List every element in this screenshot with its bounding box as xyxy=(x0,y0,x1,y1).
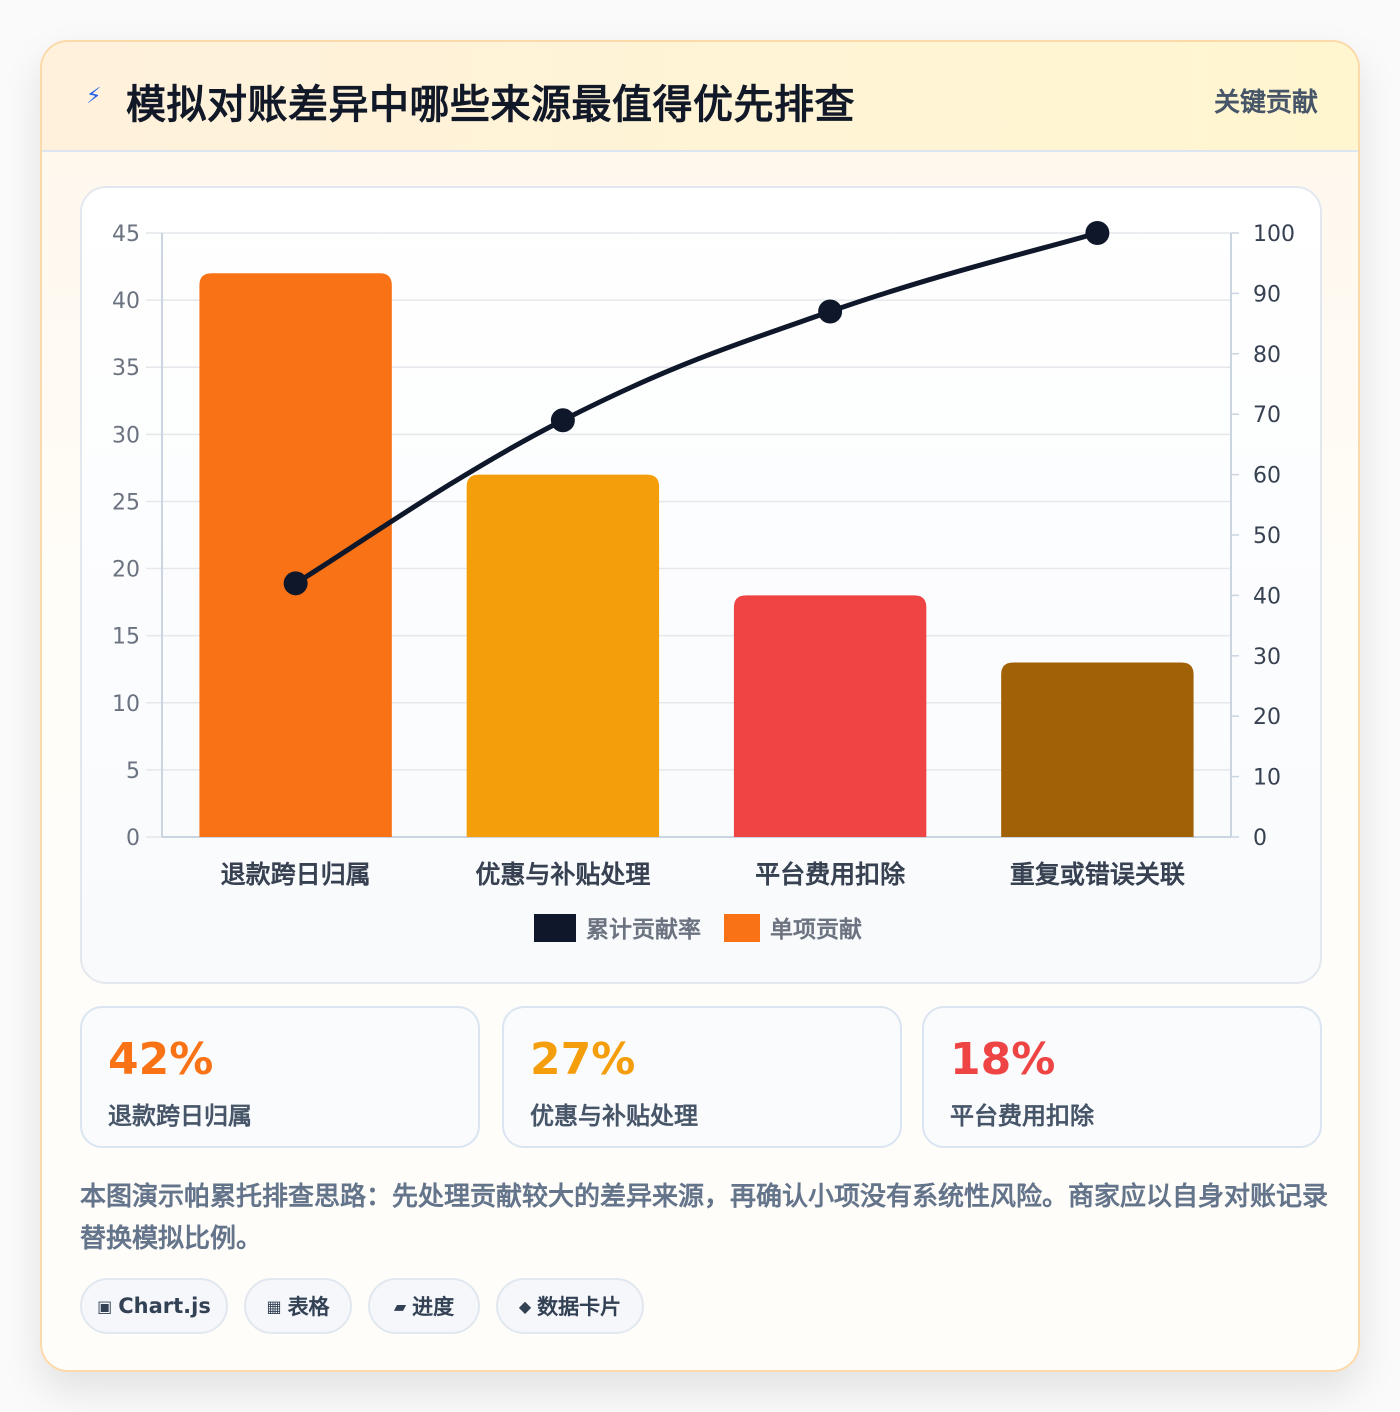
bar-1 xyxy=(199,273,392,837)
stat-card-discount: 27% 优惠与补贴处理 xyxy=(502,1006,902,1148)
left-tick-label: 0 xyxy=(126,826,140,851)
left-tick-label: 35 xyxy=(112,356,140,381)
table-icon: ▦ xyxy=(266,1296,282,1316)
key-contribution-badge: 关键贡献 xyxy=(1213,88,1318,118)
x-tick-label: 优惠与补贴处理 xyxy=(475,860,650,889)
left-tick-label: 15 xyxy=(112,625,140,650)
cumulative-point-4 xyxy=(1085,221,1110,245)
right-tick-label: 70 xyxy=(1253,403,1281,428)
stat-label: 退款跨日归属 xyxy=(108,1102,252,1130)
left-tick-label: 10 xyxy=(112,692,140,717)
left-tick-label: 30 xyxy=(112,423,140,448)
stat-value: 18% xyxy=(950,1034,1056,1085)
right-tick-label: 50 xyxy=(1253,524,1281,549)
chart-note: 本图演示帕累托排查思路：先处理贡献较大的差异来源，再确认小项没有系统性风险。商家… xyxy=(80,1182,1329,1254)
legend-label-2: 单项贡献 xyxy=(770,917,862,943)
chip-label: 进度 xyxy=(412,1295,455,1319)
x-tick-label: 重复或错误关联 xyxy=(1010,860,1185,889)
bar-4 xyxy=(1001,662,1194,837)
bar-2 xyxy=(466,474,660,837)
left-tick-label: 20 xyxy=(112,558,140,583)
left-tick-label: 40 xyxy=(112,289,140,314)
legend-label-1: 累计贡献率 xyxy=(586,916,701,943)
bar-3 xyxy=(733,595,927,837)
stat-value: 27% xyxy=(530,1034,636,1085)
page-title: 模拟对账差异中哪些来源最值得优先排查 xyxy=(126,82,855,128)
left-tick-label: 45 xyxy=(112,222,140,247)
stat-value: 42% xyxy=(108,1034,214,1085)
right-tick-label: 40 xyxy=(1253,584,1281,609)
chip-label: 表格 xyxy=(287,1295,330,1319)
right-tick-label: 30 xyxy=(1253,645,1281,670)
cumulative-point-1 xyxy=(283,571,308,596)
cumulative-point-2 xyxy=(550,408,575,433)
right-tick-label: 20 xyxy=(1253,705,1281,730)
right-tick-label: 60 xyxy=(1253,464,1281,489)
cumulative-point-3 xyxy=(818,299,843,324)
chip-progress[interactable]: ▰ 进度 xyxy=(368,1278,480,1334)
chart-svg: 0 5 10 15 20 25 30 35 40 45 0 10 20 30 40 50 60 70 80 90 100… xyxy=(112,221,1295,943)
right-tick-label: 10 xyxy=(1253,766,1281,791)
chip-label: 数据卡片 xyxy=(537,1295,622,1319)
right-tick-label: 90 xyxy=(1253,282,1281,307)
x-tick-label: 平台费用扣除 xyxy=(755,860,906,889)
stat-card-refund: 42% 退款跨日归属 xyxy=(80,1006,480,1148)
chip-chartjs[interactable]: ▣ Chart.js xyxy=(80,1278,228,1334)
right-tick-label: 80 xyxy=(1253,343,1281,368)
diamond-icon: ◆ xyxy=(518,1296,532,1316)
stat-label: 平台费用扣除 xyxy=(950,1102,1094,1130)
chip-label: Chart.js xyxy=(118,1294,211,1318)
legend-swatch-1 xyxy=(534,914,576,942)
legend-swatch-2 xyxy=(724,914,760,942)
right-tick-label: 100 xyxy=(1253,222,1295,247)
progress-icon: ▰ xyxy=(393,1296,407,1316)
stat-card-fee: 18% 平台费用扣除 xyxy=(922,1006,1322,1148)
chart-icon: ▣ xyxy=(97,1296,113,1316)
pareto-chart: 0 5 10 15 20 25 30 35 40 45 0 10 20 30 40 50 60 70 80 90 100… xyxy=(80,186,1322,984)
chip-data-card[interactable]: ◆ 数据卡片 xyxy=(496,1278,644,1334)
card-header: ⚡ 模拟对账差异中哪些来源最值得优先排查 关键贡献 xyxy=(42,42,1358,152)
x-tick-label: 退款跨日归属 xyxy=(221,860,371,889)
left-tick-label: 25 xyxy=(112,490,140,515)
stat-label: 优惠与补贴处理 xyxy=(530,1102,698,1130)
left-tick-label: 5 xyxy=(126,759,140,784)
chip-table[interactable]: ▦ 表格 xyxy=(244,1278,352,1334)
right-tick-label: 0 xyxy=(1253,826,1267,851)
cumulative-line xyxy=(293,230,1100,586)
lightning-icon: ⚡ xyxy=(86,84,102,109)
chart-card: ⚡ 模拟对账差异中哪些来源最值得优先排查 关键贡献 0 5 10 15 20 25 30 35… xyxy=(40,40,1360,1372)
